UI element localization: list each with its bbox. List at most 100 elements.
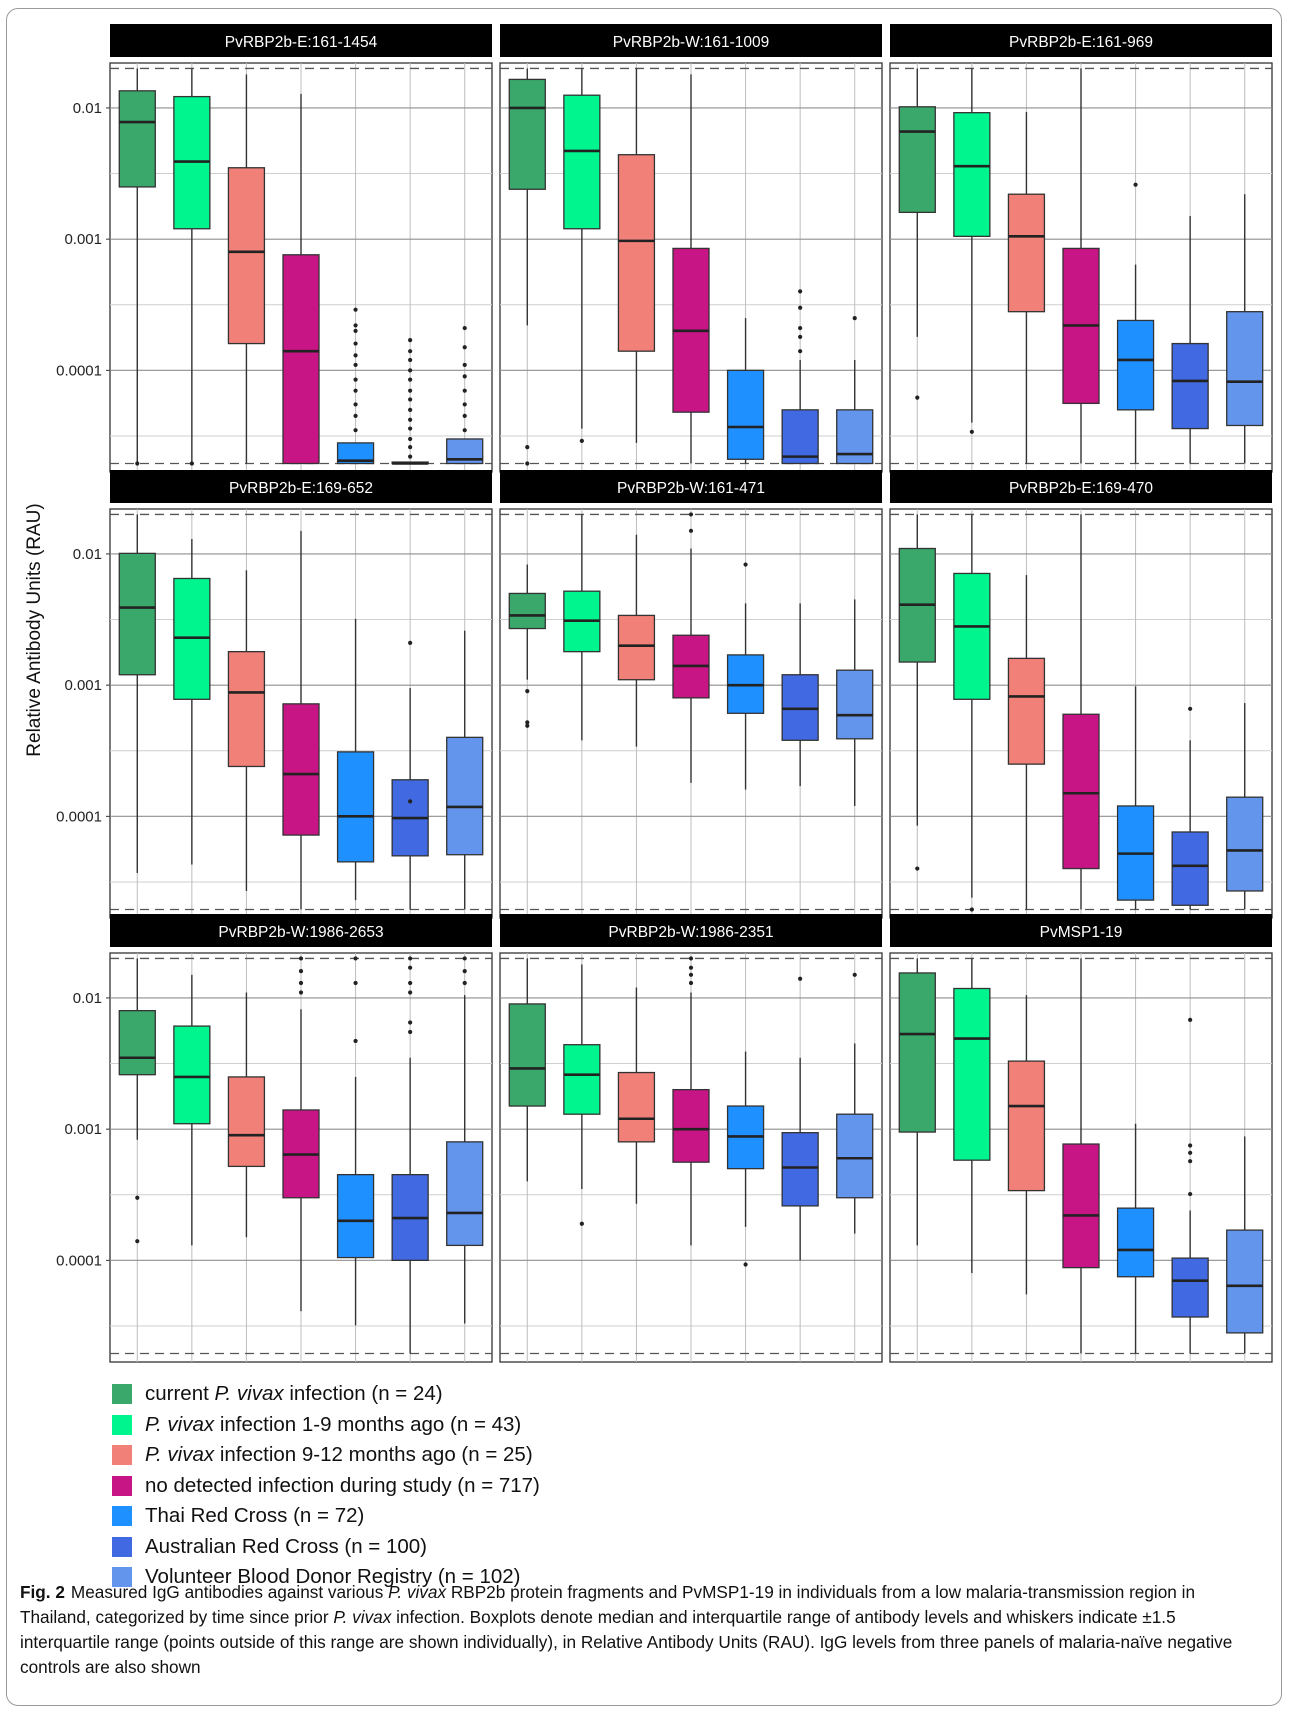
- outlier-point: [408, 388, 413, 393]
- box-group: [446, 630, 484, 910]
- legend-label: Australian Red Cross (n = 100): [145, 1534, 428, 1558]
- box: [118, 1009, 156, 1076]
- box-group: [227, 74, 266, 464]
- box-group: [446, 956, 484, 1324]
- y-tick-label: 0.0001: [56, 1252, 102, 1269]
- box-group: [726, 562, 765, 790]
- box: [1171, 342, 1209, 430]
- box-group: [563, 964, 601, 1226]
- box-group: [391, 338, 429, 465]
- outlier-point: [408, 338, 413, 343]
- outlier-point: [189, 461, 194, 466]
- panel: PvRBP2b-E:169-470: [889, 470, 1273, 919]
- box-group: [391, 640, 429, 910]
- box-group: [1116, 1123, 1155, 1354]
- box: [227, 650, 266, 768]
- box: [781, 1132, 819, 1207]
- outlier-point: [408, 397, 413, 402]
- panel-title: PvRBP2b-E:169-470: [1009, 480, 1153, 497]
- panel-strip: [110, 24, 492, 57]
- outlier-point: [408, 454, 413, 459]
- panel-title: PvMSP1-19: [1040, 924, 1123, 941]
- box: [1007, 657, 1046, 765]
- outlier-point: [135, 1195, 140, 1200]
- legend-item: Volunteer Blood Donor Registry (n = 102): [112, 1562, 540, 1593]
- y-tick-label: 0.0001: [56, 362, 102, 379]
- legend-item: Australian Red Cross (n = 100): [112, 1532, 540, 1563]
- box-group: [1007, 995, 1046, 1295]
- panel: PvRBP2b-E:169-652 0.0001 0.001 0.01: [56, 470, 493, 919]
- box: [1226, 311, 1264, 427]
- caption-fig-label: Fig. 2: [20, 1582, 65, 1602]
- outlier-point: [408, 980, 413, 986]
- box-group: [1116, 182, 1155, 464]
- box-group: [672, 956, 710, 1246]
- box-group: [227, 570, 266, 891]
- outlier-point: [798, 305, 803, 310]
- legend-item: no detected infection during study (n = …: [112, 1471, 540, 1502]
- figure-frame: [6, 8, 1282, 1706]
- box-group: [898, 68, 936, 400]
- box-group: [1062, 514, 1100, 910]
- outlier-point: [462, 413, 467, 418]
- box: [508, 592, 546, 630]
- box-group: [898, 514, 936, 871]
- box-group: [672, 512, 710, 783]
- outlier-point: [408, 436, 413, 442]
- outlier-point: [462, 362, 467, 368]
- y-tick-label: 0.0001: [56, 808, 102, 825]
- panel-strip: [110, 470, 492, 503]
- panel: PvMSP1-19: [889, 914, 1273, 1363]
- panel-strip: [890, 470, 1272, 503]
- outlier-point: [915, 395, 920, 400]
- legend-swatch: [112, 1475, 132, 1496]
- outlier-point: [525, 723, 530, 728]
- outlier-point: [408, 799, 413, 804]
- outlier-point: [298, 980, 304, 986]
- box: [726, 369, 765, 460]
- box-group: [781, 603, 819, 787]
- box: [173, 1025, 211, 1125]
- outlier-point: [353, 323, 358, 328]
- panel-strip: [890, 24, 1272, 57]
- box-group: [781, 976, 819, 1261]
- outlier-point: [353, 377, 358, 382]
- outlier-point: [969, 907, 974, 912]
- outlier-point: [579, 1221, 584, 1226]
- outlier-point: [688, 972, 694, 977]
- outlier-point: [353, 307, 358, 312]
- box-group: [282, 956, 320, 1312]
- outlier-point: [408, 407, 413, 412]
- outlier-point: [353, 341, 358, 346]
- outlier-point: [408, 990, 413, 995]
- panel: PvRBP2b-W:161-1009: [499, 24, 883, 473]
- box: [227, 167, 266, 345]
- outlier-point: [852, 316, 857, 321]
- box: [953, 572, 991, 700]
- outlier-point: [579, 438, 584, 443]
- outlier-point: [408, 640, 413, 645]
- box-group: [1171, 216, 1209, 464]
- outlier-point: [462, 956, 467, 961]
- panel-strip: [500, 914, 882, 947]
- box-group: [836, 316, 874, 465]
- panel-title: PvRBP2b-E:161-969: [1009, 34, 1153, 51]
- box: [1116, 1207, 1155, 1278]
- outlier-point: [743, 562, 748, 567]
- outlier-point: [1188, 1159, 1193, 1164]
- outlier-point: [525, 720, 530, 725]
- outlier-point: [135, 461, 140, 466]
- legend-item: current P. vivax infection (n = 24): [112, 1379, 540, 1410]
- box: [617, 154, 656, 352]
- box: [898, 106, 936, 214]
- box-group: [282, 530, 320, 910]
- box: [836, 1113, 874, 1199]
- box-group: [1062, 958, 1100, 1354]
- y-tick-label: 0.01: [73, 990, 102, 1007]
- outlier-point: [353, 402, 358, 407]
- legend-label: Volunteer Blood Donor Registry (n = 102): [145, 1565, 521, 1589]
- box-group: [836, 972, 874, 1234]
- box-group: [508, 958, 546, 1182]
- box: [781, 409, 819, 465]
- outlier-point: [408, 377, 413, 382]
